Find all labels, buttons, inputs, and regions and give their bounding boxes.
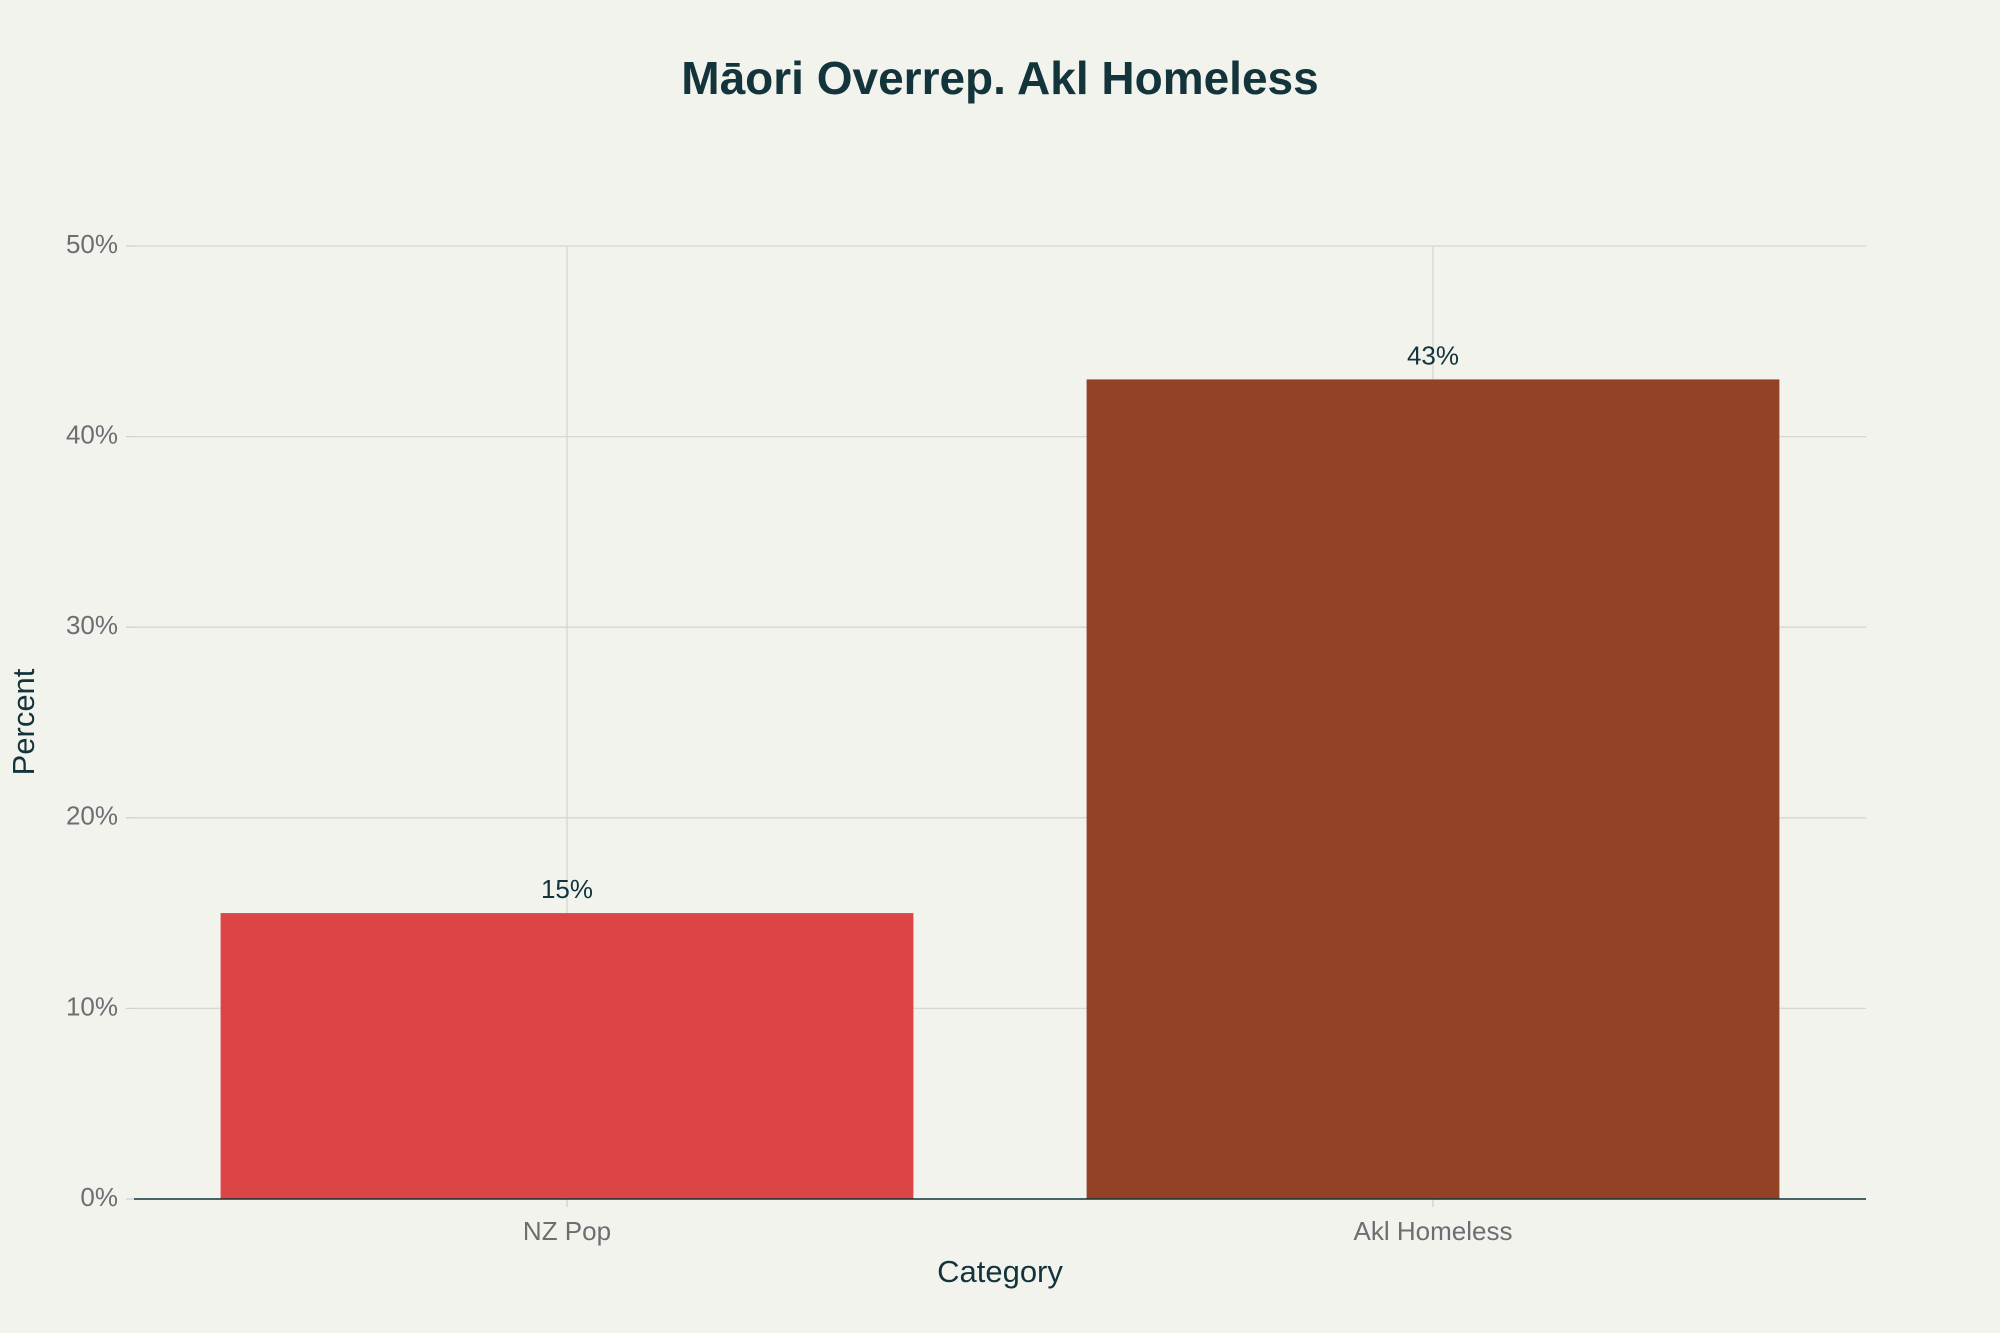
y-tick-label: 10% (66, 991, 118, 1021)
y-axis-title: Percent (6, 668, 41, 775)
chart-title: Māori Overrep. Akl Homeless (681, 52, 1318, 104)
y-tick-label: 50% (66, 229, 118, 259)
bar (220, 913, 914, 1199)
data-label: 43% (1407, 340, 1459, 370)
y-tick-label: 20% (66, 801, 118, 831)
x-tick-label: Akl Homeless (1354, 1216, 1513, 1246)
y-tick-label: 40% (66, 419, 118, 449)
data-label: 15% (541, 874, 593, 904)
y-tick-label: 30% (66, 610, 118, 640)
bar (1086, 379, 1780, 1199)
x-tick-label: NZ Pop (523, 1216, 611, 1246)
y-tick-label: 0% (80, 1182, 118, 1212)
x-axis-title: Category (937, 1254, 1063, 1289)
